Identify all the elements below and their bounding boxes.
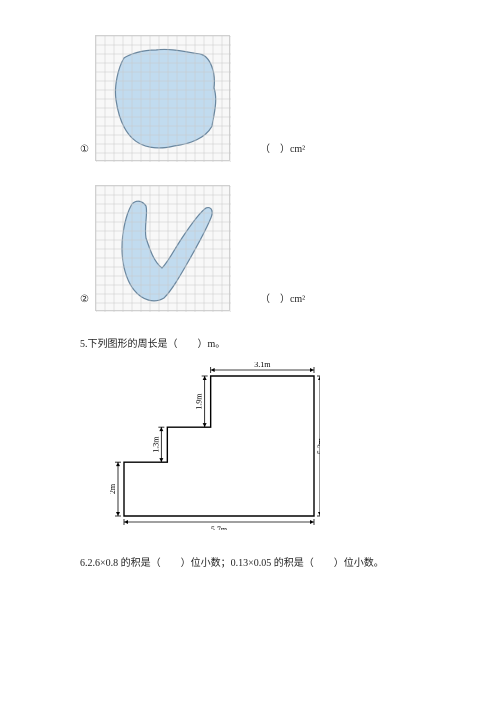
svg-text:5.7m: 5.7m [211, 525, 228, 530]
step-figure: 3.1m 5.7m 5.2m 1.9m 1.3m 2m [110, 362, 320, 530]
question-6-text: 6.2.6×0.8 的积是（ ）位小数；0.13×0.05 的积是（ ）位小数。 [80, 554, 440, 569]
figure-2-answer: （ ）cm² [260, 290, 305, 311]
svg-text:5.2m: 5.2m [316, 437, 320, 454]
question-5-text: 5.下列图形的周长是（ ）m。 [80, 335, 440, 350]
svg-text:1.9m: 1.9m [195, 393, 204, 410]
svg-text:1.3m: 1.3m [151, 436, 160, 453]
figure-1-grid [95, 35, 230, 161]
figure-2-grid [95, 185, 230, 311]
figure-1-answer: （ ）cm² [260, 140, 305, 161]
figure-2-label: ② [80, 294, 89, 311]
figure-2-row: ② （ ）cm² [80, 185, 440, 311]
figure-1-label: ① [80, 144, 89, 161]
svg-text:3.1m: 3.1m [254, 362, 271, 369]
figure-1-row: ① （ ）cm² [80, 35, 440, 161]
svg-text:2m: 2m [110, 483, 117, 494]
